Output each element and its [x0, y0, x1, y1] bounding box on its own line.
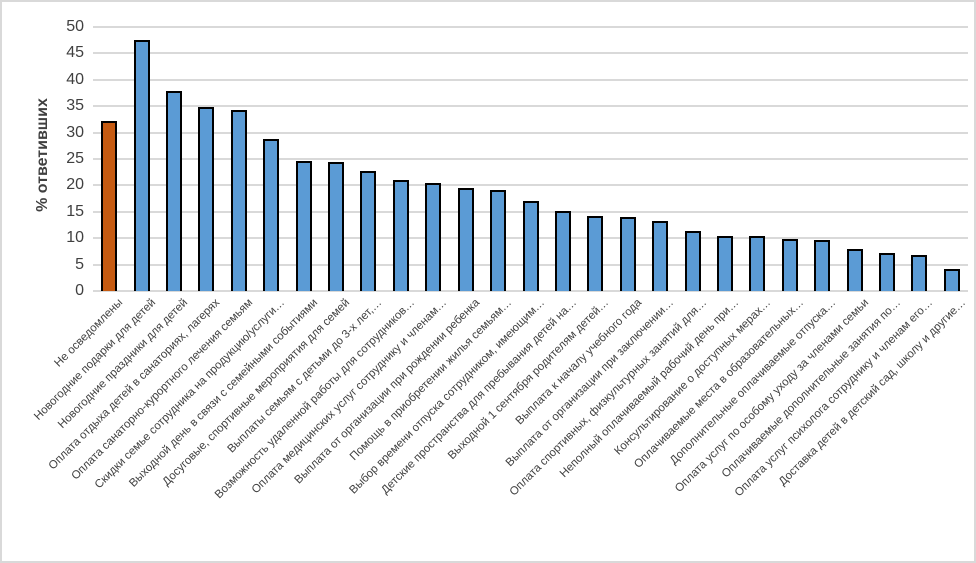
bar — [360, 171, 377, 291]
bar — [814, 239, 831, 291]
gridline — [93, 158, 968, 160]
plot-area — [93, 26, 968, 292]
bar — [490, 189, 507, 291]
gridline — [93, 52, 968, 55]
bar — [425, 182, 442, 291]
y-tick-label: 10 — [66, 229, 84, 247]
bar — [457, 188, 474, 291]
gridline — [93, 26, 968, 28]
y-tick-label: 35 — [66, 97, 84, 115]
bar — [911, 255, 928, 291]
bar — [328, 161, 345, 291]
bar — [846, 248, 863, 291]
bar — [166, 91, 183, 291]
bar — [781, 238, 798, 291]
y-tick-label: 25 — [66, 150, 84, 167]
bar — [619, 216, 636, 291]
bar — [263, 138, 280, 291]
bar — [230, 109, 247, 291]
bar — [522, 201, 539, 291]
bar — [684, 231, 701, 291]
bar — [716, 235, 733, 291]
gridline — [93, 78, 968, 81]
y-tick-label: 45 — [66, 44, 84, 62]
bar — [198, 106, 215, 291]
y-tick-label: 20 — [66, 176, 84, 194]
y-tick-label: 30 — [66, 123, 84, 141]
x-axis-line — [93, 290, 968, 292]
y-tick-label: 40 — [66, 70, 84, 88]
bar — [587, 216, 604, 291]
bar — [652, 220, 669, 291]
bar — [943, 268, 960, 291]
gridline — [93, 105, 968, 108]
bar — [392, 180, 409, 291]
y-tick-label: 0 — [75, 282, 84, 299]
bar — [133, 40, 150, 291]
bar — [554, 210, 571, 291]
bar — [878, 252, 895, 291]
gridline — [93, 184, 968, 187]
y-tick-label: 50 — [66, 18, 84, 35]
y-tick-label: 5 — [75, 255, 84, 273]
gridline — [93, 131, 968, 134]
bar-highlighted — [101, 120, 118, 291]
bar — [749, 236, 766, 291]
y-tick-label: 15 — [66, 202, 84, 220]
bar — [295, 161, 312, 291]
